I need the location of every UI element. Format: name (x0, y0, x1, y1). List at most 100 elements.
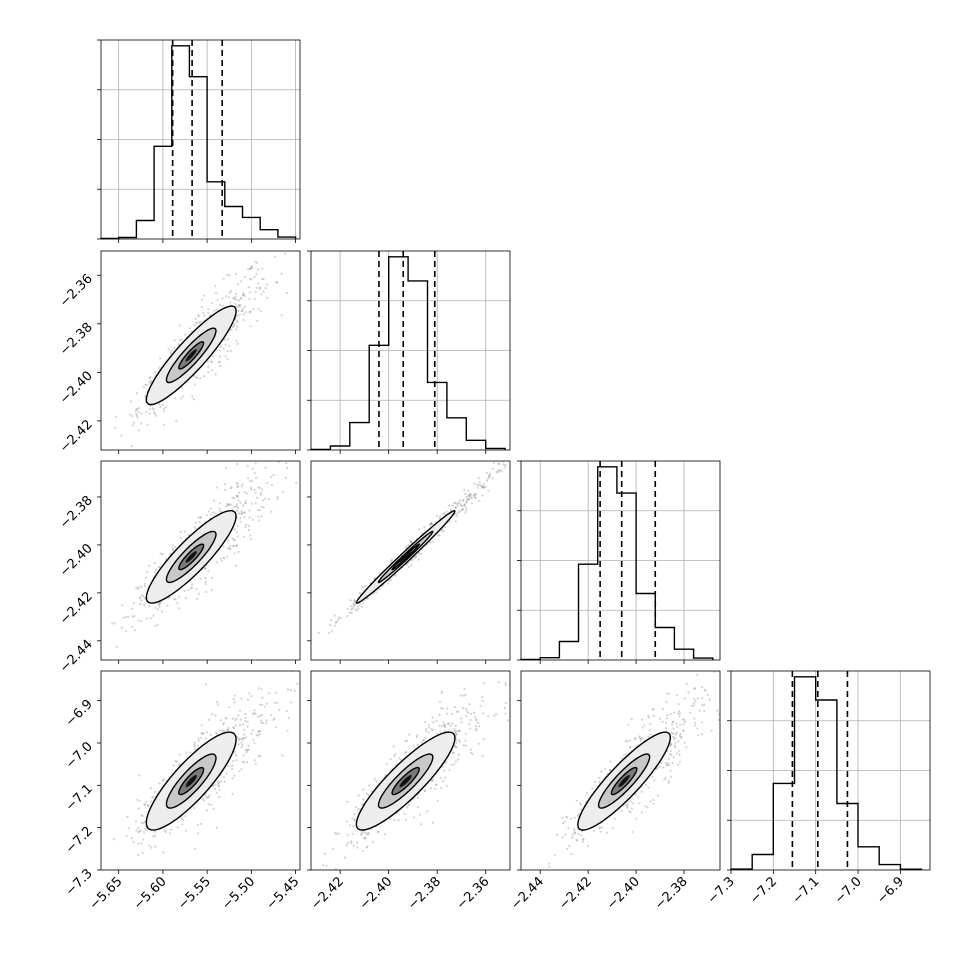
scatter-point (378, 571, 381, 574)
scatter-point (112, 838, 115, 841)
contour-line (178, 543, 205, 571)
scatter-point (415, 735, 418, 739)
scatter-point (254, 462, 257, 465)
scatter-point (238, 709, 242, 713)
scatter-point (233, 497, 236, 500)
scatter-point (371, 840, 375, 844)
scatter-point (193, 375, 196, 378)
scatter-point (248, 516, 251, 519)
scatter-point (254, 290, 257, 293)
scatter-point (430, 522, 433, 525)
scatter-point (228, 274, 231, 277)
scatter-point (536, 436, 538, 438)
scatter-point (236, 320, 239, 323)
scatter-point (218, 303, 221, 306)
scatter-point (482, 738, 485, 741)
scatter-point (229, 289, 233, 293)
scatter-point (257, 755, 260, 758)
scatter-point (257, 687, 261, 690)
x-tick-label: −7.1 (790, 874, 823, 907)
scatter-point (161, 779, 165, 782)
scatter-point (442, 530, 445, 533)
scatter-point (703, 710, 706, 713)
scatter-point (346, 615, 349, 618)
scatter-point (363, 585, 367, 588)
scatter-point (665, 700, 668, 704)
scatter-point (440, 530, 443, 533)
scatter-point (410, 559, 413, 562)
scatter-point (464, 511, 467, 514)
scatter-points (548, 671, 720, 869)
scatter-point (266, 482, 269, 485)
scatter-point (241, 309, 244, 312)
scatter-point (259, 715, 262, 718)
scatter-point (261, 721, 265, 725)
scatter-point (548, 865, 551, 869)
scatter-point (133, 615, 136, 618)
scatter-point (152, 835, 155, 838)
scatter-point (358, 591, 361, 594)
scatter-point (674, 746, 677, 749)
scatter-point (648, 729, 651, 732)
scatter-point (448, 769, 451, 772)
scatter-point (179, 537, 182, 540)
y-tick-label: −2.40 (57, 369, 96, 408)
scatter-point (274, 255, 277, 258)
scatter-point (477, 477, 480, 480)
scatter-point (193, 741, 196, 744)
scatter-point (251, 713, 255, 716)
scatter-point (226, 503, 229, 506)
scatter-point (351, 817, 354, 820)
scatter-point (609, 760, 612, 763)
scatter-point (184, 829, 188, 833)
scatter-point (668, 744, 672, 747)
scatter-point (159, 405, 162, 409)
scatter-point (155, 568, 158, 572)
scatter-point (197, 516, 200, 519)
scatter-point (609, 769, 612, 772)
scatter-point (242, 754, 245, 757)
scatter-point (253, 711, 256, 715)
scatter-point (259, 509, 262, 512)
scatter-point (672, 756, 675, 759)
scatter-point (265, 719, 268, 722)
scatter-point (243, 728, 246, 731)
scatter-point (428, 726, 431, 729)
scatter-point (138, 774, 141, 777)
scatter-point (405, 818, 408, 821)
scatter-point (446, 722, 449, 726)
scatter-point (603, 767, 607, 770)
scatter-point (197, 315, 201, 318)
scatter-point (675, 722, 678, 726)
scatter-point (674, 733, 678, 736)
scatter-point (581, 840, 585, 843)
scatter-point (153, 571, 156, 574)
scatter-point (144, 801, 148, 804)
scatter-point (362, 788, 365, 791)
scatter-point (491, 665, 493, 667)
scatter-point (248, 311, 251, 314)
scatter-point (469, 718, 472, 722)
scatter-point (462, 744, 465, 747)
scatter-point (386, 582, 390, 585)
scatter-point (219, 719, 222, 722)
scatter-point (455, 746, 458, 749)
scatter-point (257, 734, 260, 737)
scatter-point (140, 821, 143, 825)
scatter-point (242, 293, 245, 297)
scatter-point (375, 591, 378, 594)
scatter-point (357, 607, 360, 611)
scatter-point (272, 474, 275, 477)
scatter-point (224, 489, 227, 492)
scatter-point (430, 728, 433, 731)
scatter-point (435, 719, 438, 723)
scatter-point (419, 813, 422, 816)
scatter-point (506, 719, 509, 722)
scatter-point (362, 602, 365, 605)
scatter-point (220, 559, 223, 562)
scatter-point (464, 492, 467, 495)
scatter-point (456, 502, 459, 505)
scatter-point (663, 778, 666, 781)
scatter-point (254, 491, 257, 494)
scatter-point (221, 729, 225, 732)
